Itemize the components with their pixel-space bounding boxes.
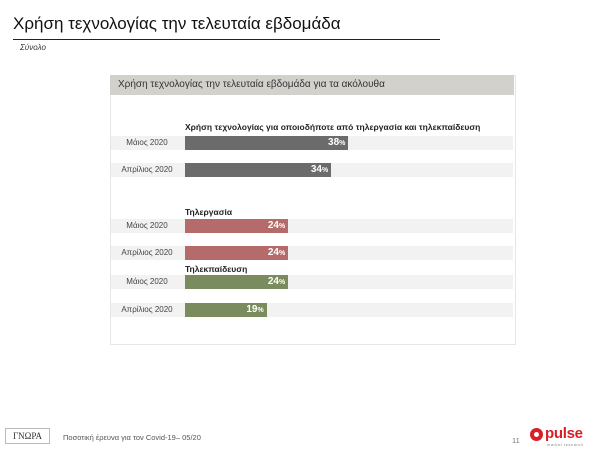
- category-label: Μάιος 2020: [126, 221, 168, 230]
- group-label: Τηλεκπαίδευση: [185, 264, 248, 274]
- category-label: Απρίλιος 2020: [121, 165, 173, 174]
- chart-panel: [110, 75, 516, 345]
- bar: [185, 163, 332, 177]
- bar-value-label: 24%: [267, 220, 286, 231]
- pulse-wordmark: pulse: [545, 425, 583, 442]
- bar-value-label: 19%: [246, 304, 264, 315]
- category-label: Μάιος 2020: [126, 277, 168, 286]
- title-divider: [13, 39, 440, 40]
- page-title: Χρήση τεχνολογίας την τελευταία εβδομάδα: [13, 14, 341, 33]
- pulse-logo: pulse: [530, 425, 583, 442]
- bar-value-label: 24%: [267, 276, 286, 287]
- survey-footer-text: Ποσοτική έρευνα για τον Covid-19– 05/20: [63, 433, 201, 442]
- bar: [185, 303, 267, 317]
- bar: [185, 246, 289, 260]
- bar: [185, 219, 289, 233]
- bar: [185, 136, 349, 150]
- group-label: Τηλεργασία: [185, 207, 233, 217]
- pulse-tagline: market research: [547, 442, 584, 447]
- page-subtitle: Σύνολο: [20, 43, 46, 52]
- page-number: 11: [512, 436, 520, 445]
- category-label: Μάιος 2020: [126, 138, 168, 147]
- gnora-logo: ΓΝΩΡΑ: [5, 428, 50, 444]
- category-label: Απρίλιος 2020: [121, 305, 173, 314]
- category-label: Απρίλιος 2020: [121, 248, 173, 257]
- bar-value-label: 24%: [267, 247, 286, 258]
- bar-value-label: 38%: [328, 137, 346, 148]
- group-label: Χρήση τεχνολογίας για οποιοδήποτε από τη…: [185, 122, 481, 132]
- bar-value-label: 34%: [310, 164, 329, 175]
- chart-title: Χρήση τεχνολογίας την τελευταία εβδομάδα…: [110, 75, 514, 95]
- bar: [185, 275, 289, 289]
- pulse-dot-icon: [530, 427, 543, 441]
